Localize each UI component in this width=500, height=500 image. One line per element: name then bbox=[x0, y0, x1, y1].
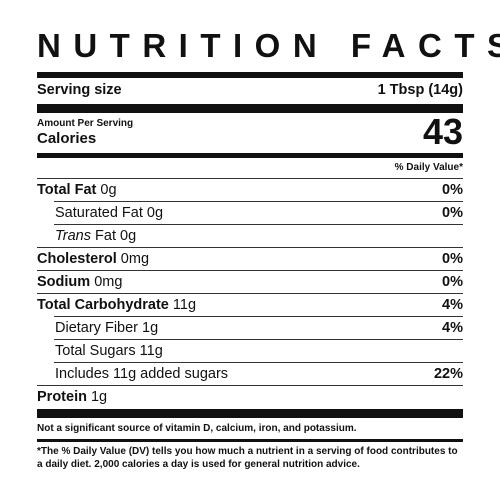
rule bbox=[54, 201, 463, 202]
nutrient-dv: 22% bbox=[433, 366, 463, 382]
nutrient-dv: 4% bbox=[442, 297, 463, 313]
nutrient-row-total-sugars: Total Sugars 11g bbox=[37, 340, 463, 362]
nutrient-name-suffix: Fat bbox=[95, 228, 116, 244]
nutrient-name: Trans bbox=[55, 228, 91, 244]
nutrient-amount: 1g bbox=[142, 320, 159, 336]
nutrient-name: Sodium bbox=[37, 274, 91, 290]
nutrient-row-dietary-fiber: Dietary Fiber 1g 4% bbox=[37, 317, 463, 339]
nutrient-amount: 0g bbox=[120, 228, 137, 244]
nutrient-amount: 11g bbox=[139, 343, 163, 359]
nutrient-name: Total Fat bbox=[37, 182, 97, 198]
amount-per-serving: Amount Per Serving bbox=[37, 118, 134, 129]
rule bbox=[37, 247, 463, 248]
nutrition-facts-label: NUTRITION FACTS Serving size 1 Tbsp (14g… bbox=[37, 0, 500, 500]
nutrient-row-saturated-fat: Saturated Fat 0g 0% bbox=[37, 202, 463, 224]
daily-value-footnote: *The % Daily Value (DV) tells you how mu… bbox=[37, 446, 458, 470]
label-title: NUTRITION FACTS bbox=[37, 27, 500, 64]
nutrient-row-protein: Protein 1g bbox=[37, 386, 463, 408]
serving-size-label: Serving size bbox=[37, 82, 122, 98]
nutrient-name: Includes 11g added sugars bbox=[55, 366, 229, 382]
rule bbox=[54, 316, 463, 317]
nutrient-dv: 0% bbox=[442, 274, 463, 290]
serving-size-row: Serving size 1 Tbsp (14g) bbox=[37, 81, 463, 99]
rule bbox=[37, 385, 463, 386]
nutrient-row-total-carbohydrate: Total Carbohydrate 11g 4% bbox=[37, 294, 463, 316]
nutrient-amount: 0mg bbox=[94, 274, 123, 290]
nutrient-amount: 0g bbox=[100, 182, 117, 198]
nutrient-row-added-sugars: Includes 11g added sugars 22% bbox=[37, 363, 463, 385]
nutrient-name: Dietary Fiber bbox=[55, 320, 138, 336]
nutrient-name: Cholesterol bbox=[37, 251, 117, 267]
calories-label: Calories bbox=[37, 130, 97, 147]
nutrient-row-total-fat: Total Fat 0g 0% bbox=[37, 179, 463, 201]
calories-value: 43 bbox=[422, 111, 463, 152]
top-thick-divider bbox=[37, 72, 463, 78]
nutrient-dv: 0% bbox=[442, 251, 463, 267]
nutrient-amount: 0g bbox=[146, 205, 164, 221]
nutrient-amount: 11g bbox=[172, 297, 197, 313]
rule bbox=[37, 178, 463, 179]
rule bbox=[54, 339, 463, 340]
daily-value-header: % Daily Value* bbox=[394, 162, 463, 173]
rule bbox=[54, 224, 463, 225]
calories-thick-divider bbox=[37, 104, 463, 113]
footnote-divider bbox=[37, 439, 463, 442]
nutrient-row-sodium: Sodium 0mg 0% bbox=[37, 271, 463, 293]
rule bbox=[37, 293, 463, 294]
nutrient-name: Total Carbohydrate bbox=[37, 297, 169, 313]
daily-value-divider bbox=[37, 153, 463, 158]
nutrient-name: Protein bbox=[37, 389, 87, 405]
footnote-thick-divider bbox=[37, 409, 463, 418]
not-significant-note: Not a significant source of vitamin D, c… bbox=[37, 423, 357, 434]
nutrient-dv: 0% bbox=[442, 205, 463, 221]
rule bbox=[37, 270, 463, 271]
nutrient-name: Saturated Fat bbox=[55, 205, 143, 221]
nutrient-amount: 0mg bbox=[120, 251, 150, 267]
serving-size-value: 1 Tbsp (14g) bbox=[377, 82, 463, 98]
nutrient-row-cholesterol: Cholesterol 0mg 0% bbox=[37, 248, 463, 270]
nutrient-dv: 0% bbox=[442, 182, 463, 198]
nutrient-dv: 4% bbox=[442, 320, 463, 336]
nutrient-name: Total Sugars bbox=[55, 343, 136, 359]
nutrient-amount: 1g bbox=[90, 389, 108, 405]
rule bbox=[54, 362, 463, 363]
nutrient-row-trans-fat: Trans Fat 0g bbox=[37, 225, 463, 247]
